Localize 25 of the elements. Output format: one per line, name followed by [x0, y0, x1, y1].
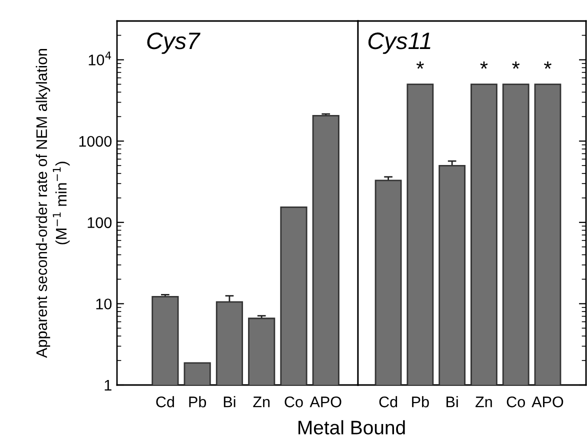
x-tick-label: Co — [506, 396, 525, 408]
x-tick-label: Co — [284, 396, 303, 408]
y-tick-label: 10$^{4}$ — [88, 52, 112, 66]
chart-title: Cys11 — [368, 32, 430, 54]
x-axis-title: Metal Bound — [298, 420, 405, 434]
x-tick-label: Zn — [253, 396, 270, 408]
y-tick-label: 10 — [96, 298, 112, 310]
y-tick-label: 1000 — [79, 136, 112, 147]
annotation: * — [544, 61, 552, 69]
y-tick-label: 100 — [88, 217, 112, 228]
x-tick-label: Bi — [446, 396, 458, 408]
x-tick-label: APO — [532, 396, 564, 408]
x-tick-label: Cd — [156, 396, 174, 408]
chart-title: Cys7 — [147, 32, 200, 54]
x-tick-label: Zn — [476, 396, 492, 408]
x-tick-label: Cd — [379, 396, 398, 408]
y-axis-title: Apparent second-order rate of NEM alkylation (M$^{−1}$ min$^{−1}$) — [36, 49, 70, 358]
x-tick-label: Bi — [224, 396, 236, 408]
annotation: * — [480, 61, 488, 69]
x-tick-label: APO — [310, 396, 342, 408]
annotation: * — [512, 61, 520, 69]
x-tick-label: Pb — [412, 396, 429, 408]
x-tick-label: Pb — [189, 396, 206, 408]
y-tick-label: 1 — [104, 380, 112, 391]
annotation: * — [416, 61, 424, 69]
